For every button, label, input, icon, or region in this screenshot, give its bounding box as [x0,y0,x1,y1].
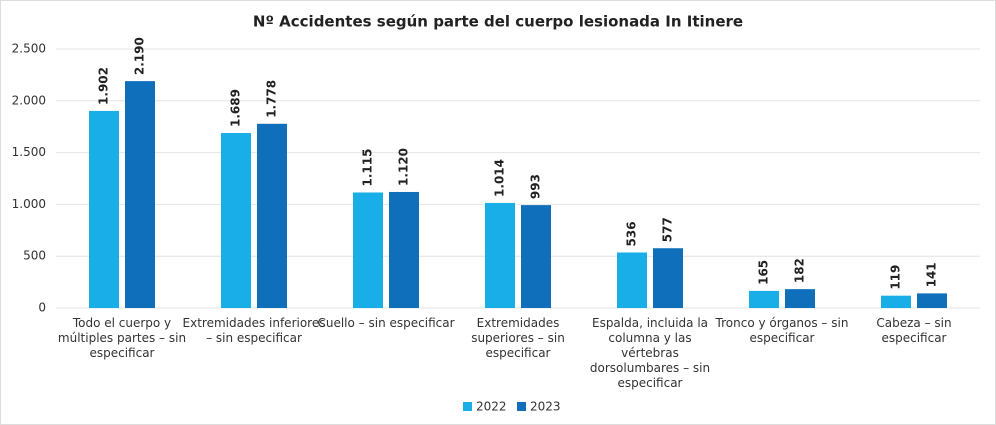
y-tick-label: 1.000 [12,197,46,211]
bar [917,293,947,308]
y-tick-label: 500 [23,249,46,263]
x-tick-label: Extremidades inferiores – sin especifica… [182,316,326,345]
legend-label: 2022 [476,400,507,414]
x-tick-label: Todo el cuerpo y múltiples partes – sin … [57,316,187,360]
value-label: 1.120 [397,148,411,186]
legend-swatch [517,402,526,411]
x-tick-label-box: Cabeza – sin especificar [876,316,952,345]
bar [89,110,119,309]
bar [257,123,287,309]
legend-label: 2023 [530,400,561,414]
value-label: 2.190 [133,37,147,75]
x-tick-label-box: Tronco y órganos – sin especificar [715,316,849,345]
value-label: 141 [925,262,939,287]
value-label: 1.778 [265,80,279,118]
y-tick-label: 2.500 [12,42,46,56]
y-tick-label: 1.500 [12,145,46,159]
bar [221,133,251,308]
x-tick-label-box: Espalda, incluida la columna y las vérte… [589,316,711,390]
value-label: 577 [661,217,675,242]
bar [485,202,515,308]
value-label: 1.014 [493,159,507,197]
x-tick-label: Tronco y órganos – sin especificar [715,316,849,345]
value-label: 536 [625,221,639,246]
bar [125,81,155,308]
value-label: 119 [889,265,903,290]
bar [785,289,815,308]
bar [653,248,683,308]
x-tick-label-box: Extremidades inferiores – sin especifica… [182,316,326,345]
x-tick-label: Espalda, incluida la columna y las vérte… [589,316,711,390]
value-label: 1.902 [97,67,111,105]
y-tick-label: 0 [38,301,46,315]
x-tick-label-box: Extremidades superiores – sin especifica… [471,316,565,360]
value-label: 182 [793,258,807,283]
value-label: 993 [529,174,543,199]
x-tick-label: Cabeza – sin especificar [876,316,952,345]
value-label: 165 [757,260,771,285]
legend-swatch [463,402,472,411]
value-label: 1.115 [361,149,375,187]
x-tick-label: Cuello – sin especificar [317,316,455,330]
x-tick-label: Extremidades superiores – sin especifica… [471,316,565,360]
y-tick-label: 2.000 [12,93,46,107]
chart-title: Nº Accidentes según parte del cuerpo les… [253,13,743,31]
x-tick-label-box: Cuello – sin especificar [317,316,455,330]
x-tick-label-box: Todo el cuerpo y múltiples partes – sin … [57,316,187,360]
bar [617,252,647,308]
bar [881,295,911,308]
bar [749,290,779,308]
value-label: 1.689 [229,89,243,127]
bar [353,192,383,308]
bar [521,205,551,308]
bar [389,191,419,308]
